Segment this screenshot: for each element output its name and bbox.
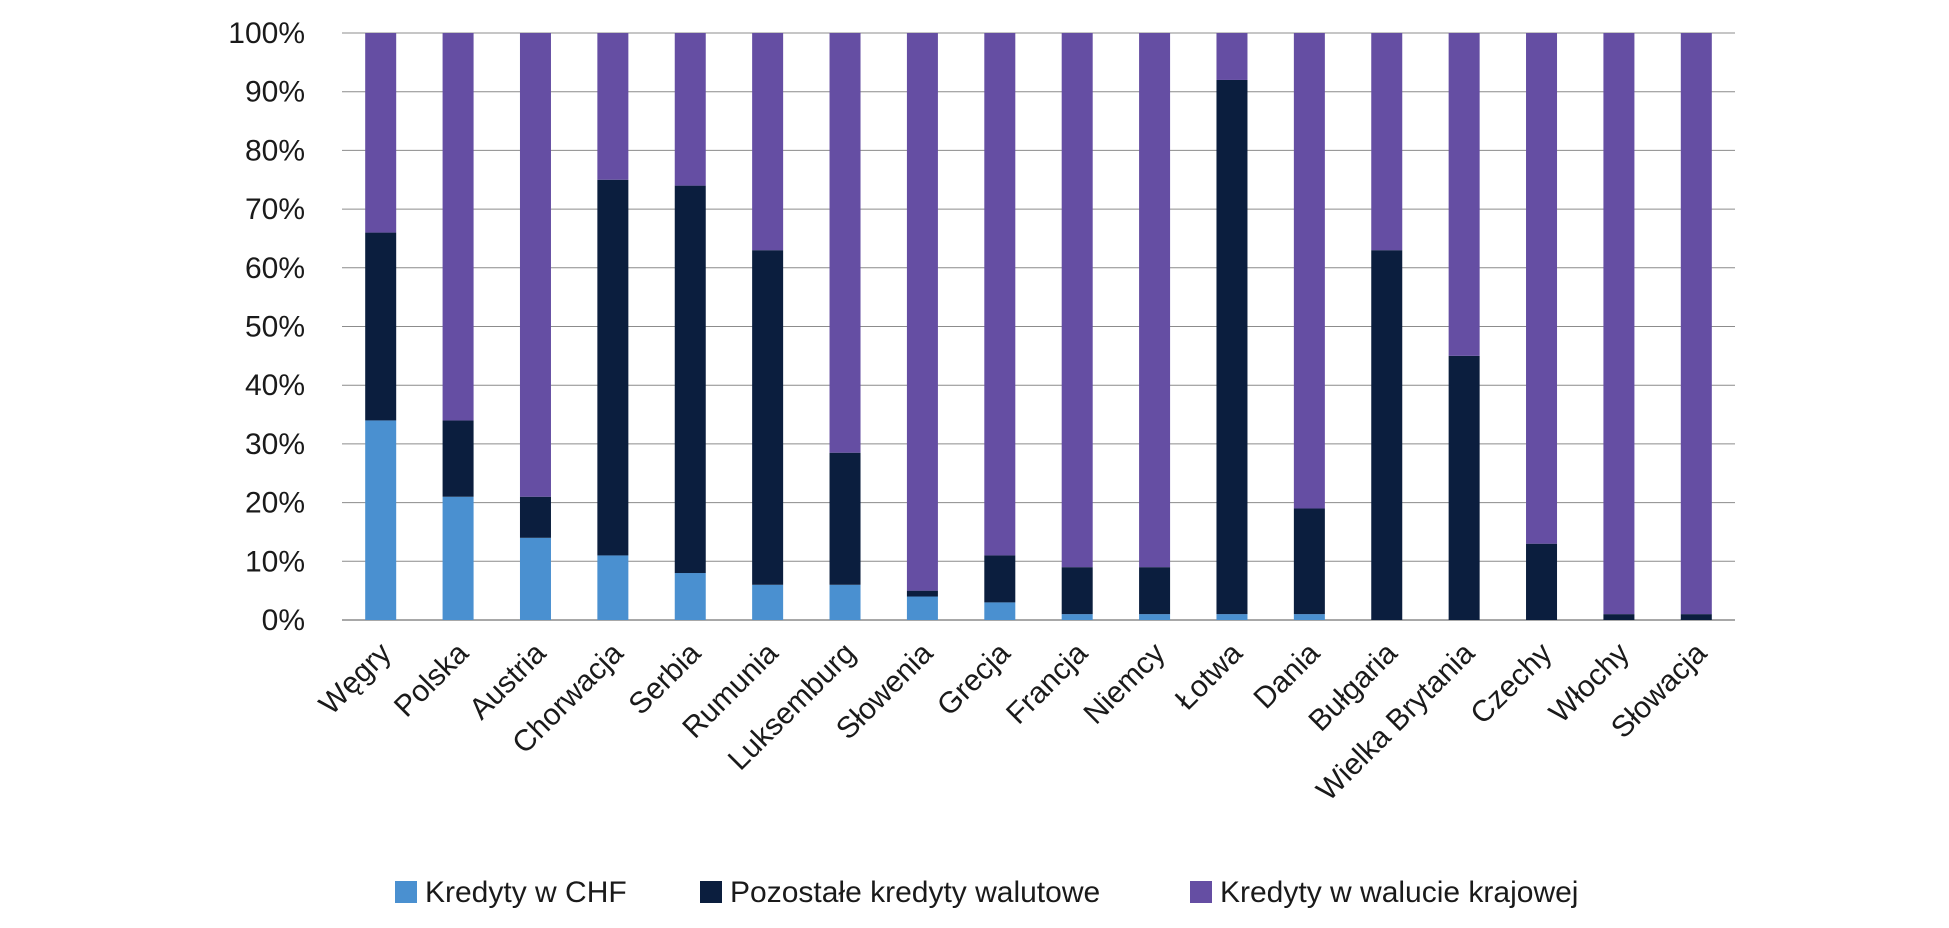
bar-segment xyxy=(1216,614,1248,620)
y-tick-label: 90% xyxy=(245,76,305,109)
bar-segment xyxy=(597,179,629,556)
x-tick-label: Polska xyxy=(388,636,475,723)
legend-swatch xyxy=(700,881,722,903)
bar-segment xyxy=(1061,567,1093,615)
bar-segment xyxy=(906,596,938,620)
y-tick-label: 70% xyxy=(245,193,305,226)
bar-segment xyxy=(1371,250,1403,620)
y-tick-label: 30% xyxy=(245,428,305,461)
bar-segment xyxy=(442,420,474,497)
bar-segment xyxy=(906,33,938,591)
bar-segment xyxy=(1216,33,1248,80)
y-tick-label: 10% xyxy=(245,545,305,578)
legend-label: Kredyty w walucie krajowej xyxy=(1220,876,1578,909)
x-tick-label: Czechy xyxy=(1464,637,1558,731)
bar-segment xyxy=(1293,614,1325,620)
bar-segment xyxy=(1526,543,1558,620)
bar-segment xyxy=(1448,355,1480,620)
y-tick-label: 20% xyxy=(245,487,305,520)
y-tick-label: 40% xyxy=(245,369,305,402)
y-tick-label: 80% xyxy=(245,134,305,167)
bar-segment xyxy=(1139,567,1171,615)
bar-segment xyxy=(365,420,397,620)
bar-segment xyxy=(1139,33,1171,568)
bar-segment xyxy=(1526,33,1558,544)
bars xyxy=(365,33,1712,620)
bar-segment xyxy=(365,232,397,421)
y-tick-label: 60% xyxy=(245,252,305,285)
bar-segment xyxy=(906,590,938,597)
bar-segment xyxy=(519,496,551,538)
bar-segment xyxy=(442,496,474,620)
legend-label: Pozostałe kredyty walutowe xyxy=(730,876,1100,909)
bar-segment xyxy=(519,33,551,497)
y-tick-label: 100% xyxy=(228,17,305,50)
bar-segment xyxy=(1680,614,1712,620)
gridlines xyxy=(342,32,1735,621)
bar-segment xyxy=(829,584,861,620)
legend: Kredyty w CHF Pozostałe kredyty walutowe K… xyxy=(395,876,1578,909)
y-tick-label: 0% xyxy=(262,604,305,637)
bar-segment xyxy=(597,33,629,180)
x-axis: WęgryPolskaAustriaChorwacjaSerbiaRumunia… xyxy=(313,636,1713,807)
bar-segment xyxy=(752,584,784,620)
bar-segment xyxy=(1293,33,1325,509)
bar-segment xyxy=(1448,33,1480,356)
bar-segment xyxy=(829,452,861,585)
y-axis: 0% 10% 20% 30% 40% 50% 60% 70% 80% 90% 100% xyxy=(228,17,305,637)
bar-segment xyxy=(1680,33,1712,615)
bar-segment xyxy=(442,33,474,421)
bar-segment xyxy=(674,33,706,186)
bar-segment xyxy=(829,33,861,453)
bar-segment xyxy=(984,555,1016,603)
bar-segment xyxy=(365,33,397,233)
x-tick-label: Francja xyxy=(1000,636,1094,730)
legend-swatch xyxy=(1190,881,1212,903)
y-tick-label: 50% xyxy=(245,311,305,344)
bar-segment xyxy=(1139,614,1171,620)
bar-segment xyxy=(984,602,1016,620)
legend-swatch xyxy=(395,881,417,903)
bar-segment xyxy=(1293,508,1325,615)
bar-segment xyxy=(1216,79,1248,615)
legend-label: Kredyty w CHF xyxy=(425,876,627,909)
bar-segment xyxy=(1603,614,1635,620)
bar-segment xyxy=(984,33,1016,556)
bar-segment xyxy=(752,33,784,251)
bar-segment xyxy=(1061,614,1093,620)
x-tick-label: Węgry xyxy=(313,637,398,722)
bar-segment xyxy=(1061,33,1093,568)
x-tick-label: Niemcy xyxy=(1077,637,1171,731)
bar-segment xyxy=(674,185,706,574)
bar-segment xyxy=(1603,33,1635,615)
bar-segment xyxy=(519,537,551,620)
x-tick-label: Łotwa xyxy=(1169,636,1249,716)
bar-segment xyxy=(597,555,629,620)
bar-segment xyxy=(674,573,706,620)
bar-segment xyxy=(1371,33,1403,251)
bar-segment xyxy=(752,250,784,585)
